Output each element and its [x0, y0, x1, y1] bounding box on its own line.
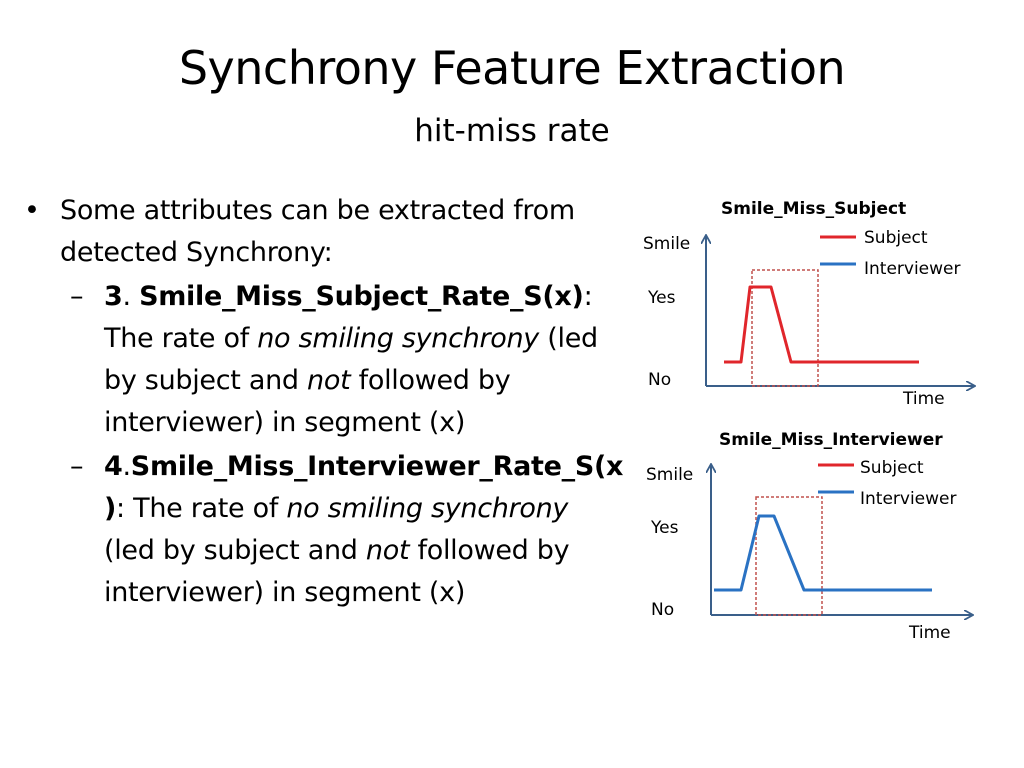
- y-level-no: No: [651, 600, 674, 620]
- dash-icon: –: [70, 281, 84, 312]
- legend-label-subject: Subject: [860, 458, 924, 478]
- sub-bullet-4: – 4.Smile_Miss_Interviewer_Rate_S(x ): T…: [70, 446, 623, 614]
- slide-subtitle: hit-miss rate: [414, 113, 610, 149]
- legend-label-interviewer: Interviewer: [860, 489, 957, 509]
- bullet-dot-icon: •: [24, 195, 40, 226]
- miss-highlight-box: [755, 496, 823, 616]
- colon: :: [116, 493, 125, 524]
- feature-name: Smile_Miss_Interviewer_Rate_S(x ): [104, 451, 624, 524]
- desc-text: followed by interviewer) in segment (x): [104, 535, 570, 608]
- bullet-list: • Some attributes can be extracted from …: [20, 190, 623, 614]
- bullet-main: • Some attributes can be extracted from …: [20, 190, 620, 274]
- y-level-no: No: [648, 370, 671, 390]
- desc-text: followed by interviewer) in segment (x): [104, 365, 511, 438]
- desc-emphasis: no smiling synchrony: [257, 323, 539, 354]
- desc-text: (led by subject and: [104, 323, 598, 396]
- chart-title: Smile_Miss_Subject: [721, 199, 906, 219]
- chart-title: Smile_Miss_Interviewer: [719, 430, 943, 450]
- slide-title: Synchrony Feature Extraction: [178, 41, 846, 95]
- bullet-main-text: Some attributes can be extracted from de…: [60, 195, 575, 268]
- y-axis-label: Smile: [646, 465, 693, 485]
- sub-bullet-3-text: 3. Smile_Miss_Subject_Rate_S(x): The rat…: [104, 276, 620, 444]
- sub-bullet-4-text: 4.Smile_Miss_Interviewer_Rate_S(x ): The…: [104, 446, 623, 614]
- dash-icon: –: [70, 451, 84, 482]
- y-level-yes: Yes: [650, 518, 679, 538]
- item-number: 3: [104, 281, 123, 312]
- synchrony-diagrams: Smile_Miss_Subject Smile Yes No Time Sub…: [643, 199, 1024, 643]
- desc-text: The rate of: [104, 323, 258, 354]
- legend-label-interviewer: Interviewer: [864, 259, 961, 279]
- item-number: 4: [104, 451, 123, 482]
- item-separator: .: [122, 451, 132, 482]
- y-axis-label: Smile: [643, 234, 690, 254]
- desc-emphasis: not: [365, 535, 410, 566]
- sub-bullet-3: – 3. Smile_Miss_Subject_Rate_S(x): The r…: [70, 276, 620, 444]
- miss-highlight-box: [751, 269, 819, 387]
- desc-emphasis: no smiling synchrony: [286, 493, 569, 524]
- desc-emphasis: not: [307, 365, 351, 396]
- x-axis-label: Time: [908, 623, 951, 643]
- item-separator: .: [122, 281, 140, 312]
- interviewer-signal-line: [714, 514, 932, 592]
- chart-smile-miss-interviewer: Smile_Miss_Interviewer Smile Yes No Time…: [646, 430, 972, 643]
- y-level-yes: Yes: [647, 288, 676, 308]
- feature-name: Smile_Miss_Subject_Rate_S(x): [139, 281, 584, 312]
- chart-smile-miss-subject: Smile_Miss_Subject Smile Yes No Time Sub…: [643, 199, 974, 409]
- desc-text: (led by subject and: [104, 535, 366, 566]
- desc-text: The rate of: [124, 493, 287, 524]
- colon: :: [583, 281, 593, 312]
- subject-signal-line: [724, 285, 919, 364]
- legend-label-subject: Subject: [864, 228, 928, 248]
- x-axis-label: Time: [902, 389, 945, 409]
